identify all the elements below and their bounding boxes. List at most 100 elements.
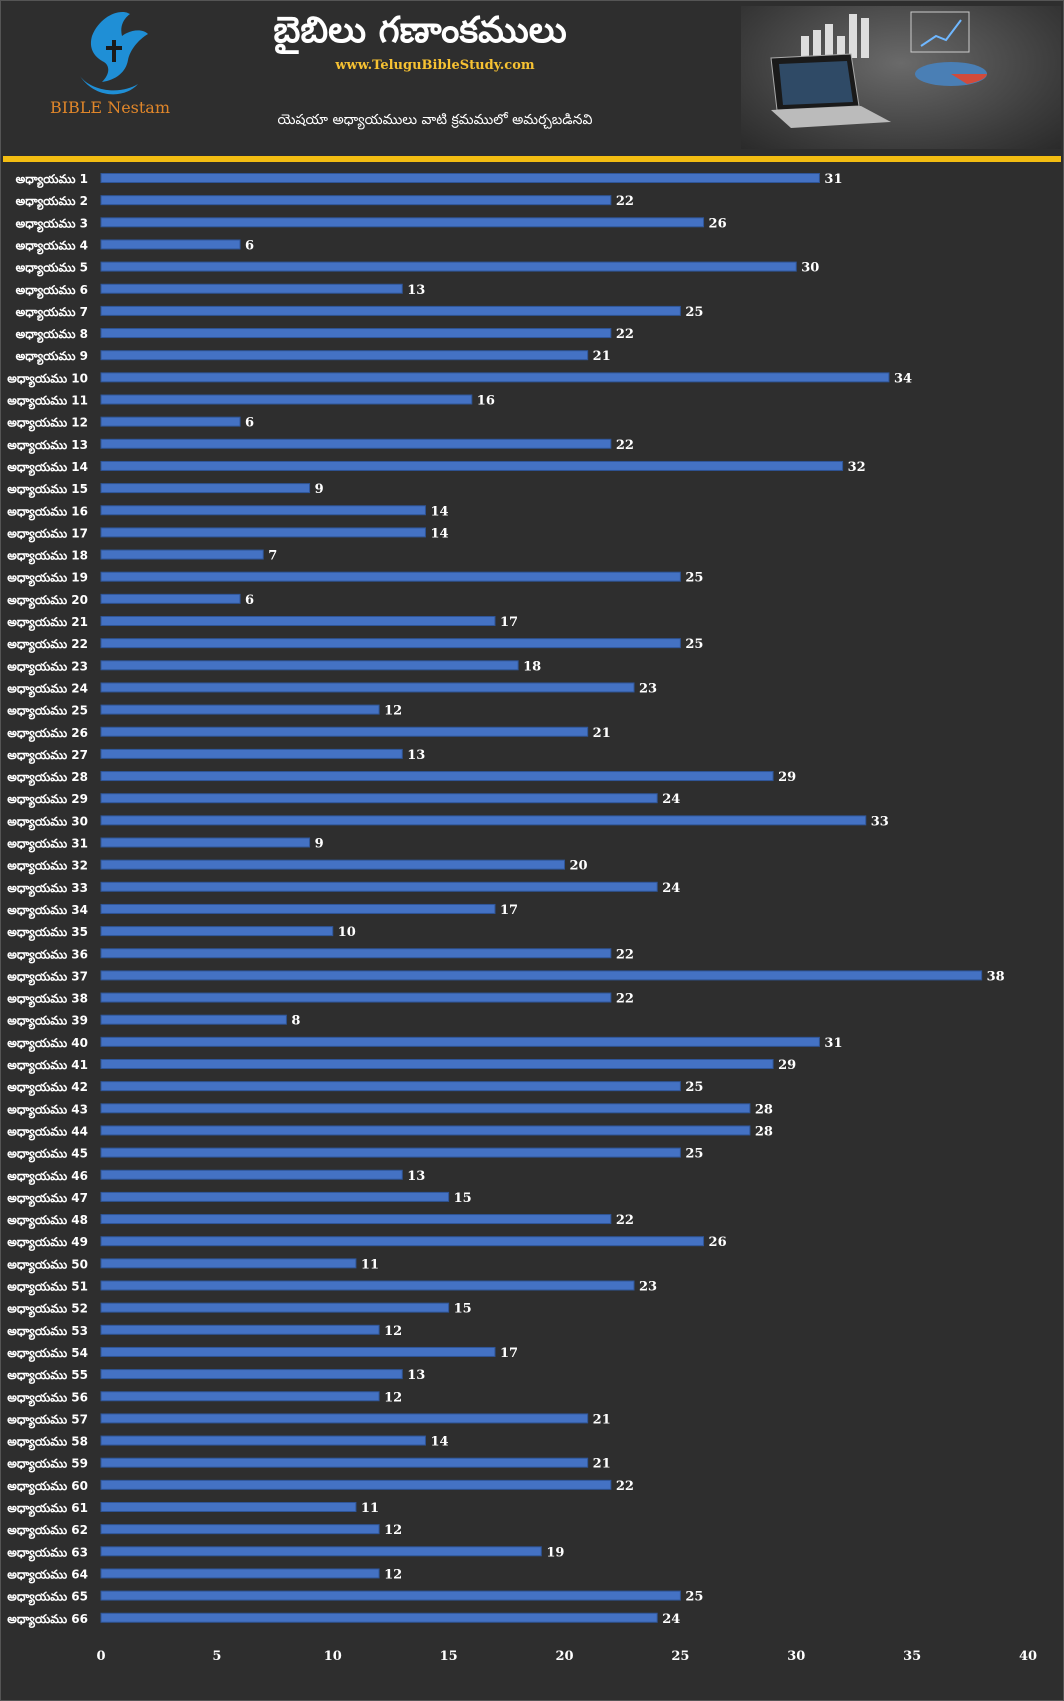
category-label: అధ్యాయము 57 — [7, 1412, 88, 1428]
data-label: 30 — [801, 261, 819, 276]
category-label: అధ్యాయము 20 — [7, 593, 88, 609]
chart-subtitle: యెషయా అధ్యాయములు వాటి క్రమములో అమర్చబడిన… — [277, 112, 593, 128]
data-label: 17 — [500, 615, 518, 630]
category-label: అధ్యాయము 2 — [16, 194, 88, 210]
data-label: 24 — [662, 792, 680, 807]
bar — [100, 217, 705, 228]
data-label: 22 — [616, 992, 634, 1007]
data-label: 22 — [616, 438, 634, 453]
bar — [100, 305, 681, 316]
category-label: అధ్యాయము 44 — [7, 1124, 88, 1140]
x-tick-label: 5 — [212, 1649, 221, 1664]
data-label: 32 — [848, 460, 866, 475]
category-label: అధ్యాయము 59 — [7, 1457, 88, 1473]
bar — [100, 1014, 287, 1025]
bar — [100, 261, 797, 272]
category-label: అధ్యాయము 14 — [7, 460, 88, 476]
category-label: అధ్యాయము 11 — [7, 394, 88, 410]
data-label: 17 — [500, 1346, 518, 1361]
bar — [100, 837, 311, 848]
category-label: అధ్యాయము 38 — [7, 992, 88, 1008]
category-label: అధ్యాయము 43 — [7, 1102, 88, 1118]
data-label: 6 — [245, 593, 254, 608]
bar — [100, 1612, 658, 1623]
category-label: అధ్యాయము 19 — [7, 571, 88, 587]
data-label: 6 — [245, 416, 254, 431]
category-label: అధ్యాయము 6 — [16, 283, 88, 299]
bar — [100, 195, 612, 206]
bar — [100, 1302, 450, 1313]
data-label: 12 — [384, 1390, 402, 1405]
category-label: అధ్యాయము 22 — [7, 637, 88, 653]
data-label: 21 — [593, 1412, 611, 1427]
data-label: 12 — [384, 1567, 402, 1582]
category-label: అధ్యాయము 23 — [7, 659, 88, 675]
category-label: అధ్యాయము 35 — [7, 925, 88, 941]
data-label: 20 — [570, 859, 588, 874]
category-label: అధ్యాయము 40 — [7, 1036, 88, 1052]
data-label: 8 — [291, 1014, 300, 1029]
data-label: 13 — [407, 1368, 425, 1383]
category-label: అధ్యాయము 26 — [7, 726, 88, 742]
category-label: అధ్యాయము 49 — [7, 1235, 88, 1251]
bar — [100, 748, 403, 759]
bar — [100, 571, 681, 582]
data-label: 15 — [454, 1191, 472, 1206]
bar — [100, 1236, 705, 1247]
bar — [100, 1036, 820, 1047]
category-label: అధ్యాయము 54 — [7, 1346, 88, 1362]
category-label: అధ్యాయము 5 — [16, 261, 88, 277]
bar — [100, 505, 426, 516]
bar — [100, 793, 658, 804]
category-label: అధ్యాయము 62 — [7, 1523, 88, 1539]
bar — [100, 549, 264, 560]
category-label: అధ్యాయము 47 — [7, 1191, 88, 1207]
category-label: అధ్యాయము 52 — [7, 1302, 88, 1318]
bar — [100, 328, 612, 339]
data-label: 21 — [593, 726, 611, 741]
bar — [100, 416, 241, 427]
bar — [100, 394, 473, 405]
bar — [100, 1391, 380, 1402]
data-label: 16 — [477, 394, 495, 409]
data-label: 19 — [546, 1545, 564, 1560]
data-label: 14 — [430, 504, 448, 519]
website-link[interactable]: www.TeluguBibleStudy.com — [335, 58, 535, 73]
x-tick-label: 35 — [903, 1649, 921, 1664]
bar — [100, 1103, 751, 1114]
bar — [100, 1502, 357, 1512]
category-label: అధ్యాయము 50 — [7, 1257, 88, 1273]
category-label: అధ్యాయము 60 — [7, 1479, 88, 1495]
bar — [100, 638, 681, 649]
data-label: 31 — [824, 172, 842, 187]
bar — [100, 704, 380, 715]
bar — [100, 1369, 403, 1380]
bar — [100, 970, 983, 981]
bar — [100, 1125, 751, 1136]
data-label: 13 — [407, 748, 425, 763]
data-label: 11 — [361, 1501, 379, 1516]
bar — [100, 239, 241, 250]
data-label: 15 — [454, 1302, 472, 1317]
bar — [100, 1346, 496, 1357]
data-label: 7 — [268, 549, 277, 564]
bar — [100, 660, 519, 671]
bar — [100, 438, 612, 449]
bar — [100, 1524, 380, 1535]
bar — [100, 350, 589, 361]
category-label: అధ్యాయము 13 — [7, 438, 88, 454]
data-label: 6 — [245, 238, 254, 253]
data-label: 24 — [662, 881, 680, 896]
x-tick-label: 30 — [787, 1649, 805, 1664]
category-label: అధ్యాయము 46 — [7, 1169, 88, 1185]
category-label: అధ్యాయము 32 — [7, 859, 88, 875]
bar — [100, 1081, 681, 1092]
data-label: 25 — [685, 571, 703, 586]
bar — [100, 1147, 681, 1158]
category-label: అధ్యాయము 18 — [7, 549, 88, 565]
bar — [100, 948, 612, 959]
page-title: బైబిలు గణాంకములు — [273, 10, 567, 51]
data-label: 38 — [987, 969, 1005, 984]
category-label: అధ్యాయము 45 — [7, 1147, 88, 1163]
